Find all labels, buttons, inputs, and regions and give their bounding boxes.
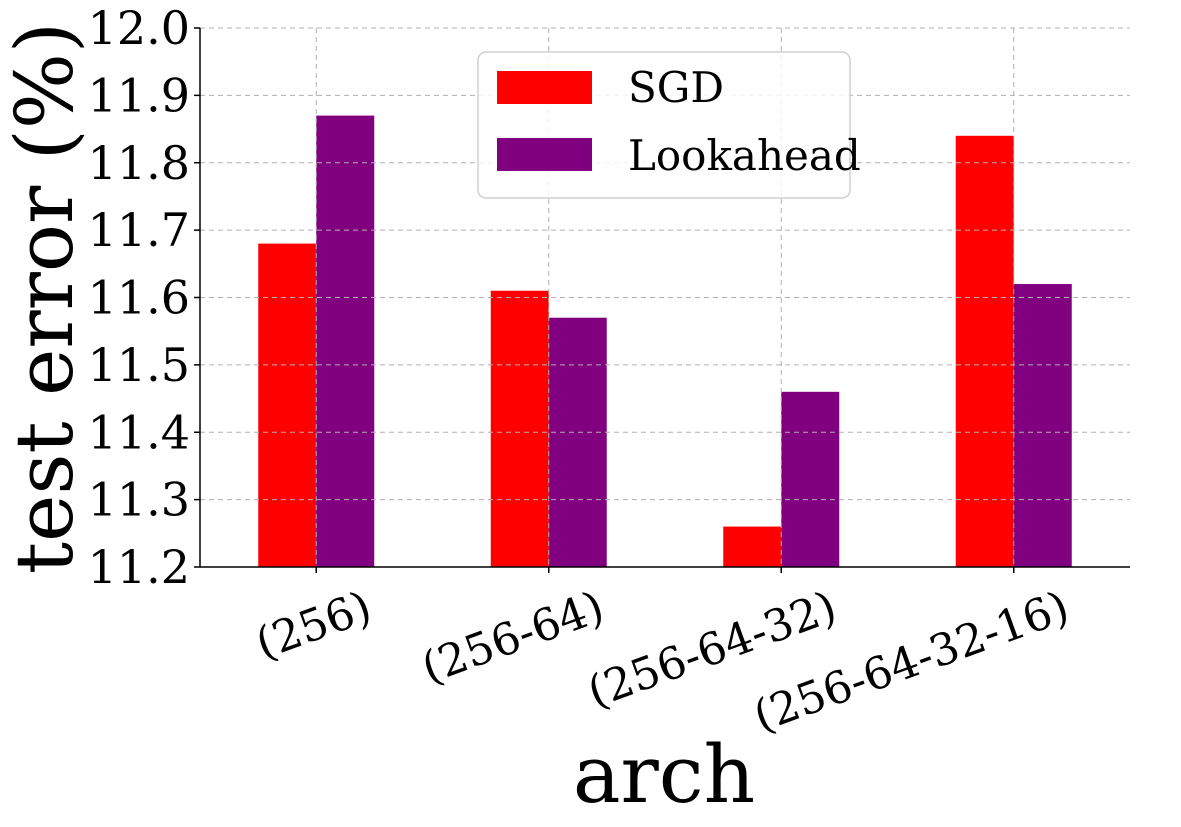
bars <box>258 115 1072 568</box>
y-tick-label: 11.5 <box>88 338 190 392</box>
y-tick-labels: 11.2 11.3 11.4 11.5 11.6 11.7 11.8 11.9 12.0 <box>88 1 200 594</box>
y-tick-label: 11.9 <box>88 68 190 122</box>
x-tick-labels: (256) (256-64)(256-64-32)(256-64-32-16) <box>249 567 1076 743</box>
bar-lookahead-2 <box>781 391 840 567</box>
bar-lookahead-3 <box>1013 284 1072 567</box>
bar-lookahead-1 <box>548 317 607 567</box>
legend-swatch-lookahead <box>497 138 592 171</box>
bar-sgd-0 <box>258 243 317 567</box>
bar-sgd-1 <box>490 290 549 567</box>
bar-sgd-3 <box>955 135 1014 568</box>
x-axis-title: arch <box>573 728 755 821</box>
y-tick-label: 11.8 <box>88 136 190 190</box>
y-tick-label: 11.2 <box>88 540 190 594</box>
bar-lookahead-0 <box>316 115 375 568</box>
legend-label-lookahead: Lookahead <box>628 131 861 180</box>
bar-sgd-2 <box>723 526 782 567</box>
x-tick-label: (256-64) <box>415 581 610 694</box>
legend-swatch-sgd <box>497 71 592 104</box>
y-tick-label: 11.3 <box>88 473 190 527</box>
legend-label-sgd: SGD <box>628 63 724 112</box>
y-tick-label: 11.7 <box>88 203 190 257</box>
x-tick-label: (256) <box>249 581 378 669</box>
legend: SGD Lookahead <box>477 51 861 199</box>
y-tick-label: 12.0 <box>88 1 190 55</box>
y-axis-title: test error (%) <box>0 22 91 574</box>
y-tick-label: 11.6 <box>88 271 190 325</box>
grid-lines <box>200 27 1130 567</box>
y-tick-label: 11.4 <box>88 405 190 459</box>
